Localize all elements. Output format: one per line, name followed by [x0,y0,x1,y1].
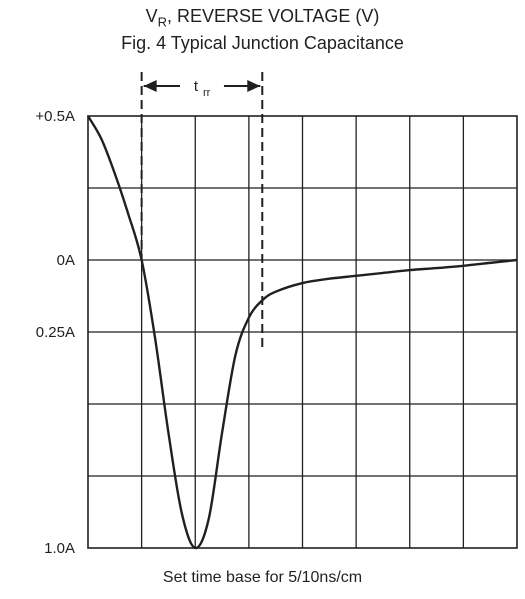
y-tick-label: +0.5A [35,108,75,125]
trr-arrowhead-left [143,80,157,92]
axis-label-subscript: R [157,14,167,30]
axis-label-v: V [145,6,158,26]
y-tick-label: 1.0A [44,540,75,557]
axis-label-rest: , REVERSE VOLTAGE (V) [167,6,380,26]
time-base-caption: Set time base for 5/10ns/cm [162,569,363,586]
y-tick-label: 0A [57,252,75,269]
axis-label-top: VR, REVERSE VOLTAGE (V) [0,6,525,30]
plot-border [87,115,518,549]
trr-label-subscript: rr [203,87,211,99]
trr-label: t [194,78,199,95]
figure-caption: Fig. 4 Typical Junction Capacitance [121,33,404,53]
trr-arrowhead-right [247,80,261,92]
y-tick-label: 0.25A [36,324,75,341]
